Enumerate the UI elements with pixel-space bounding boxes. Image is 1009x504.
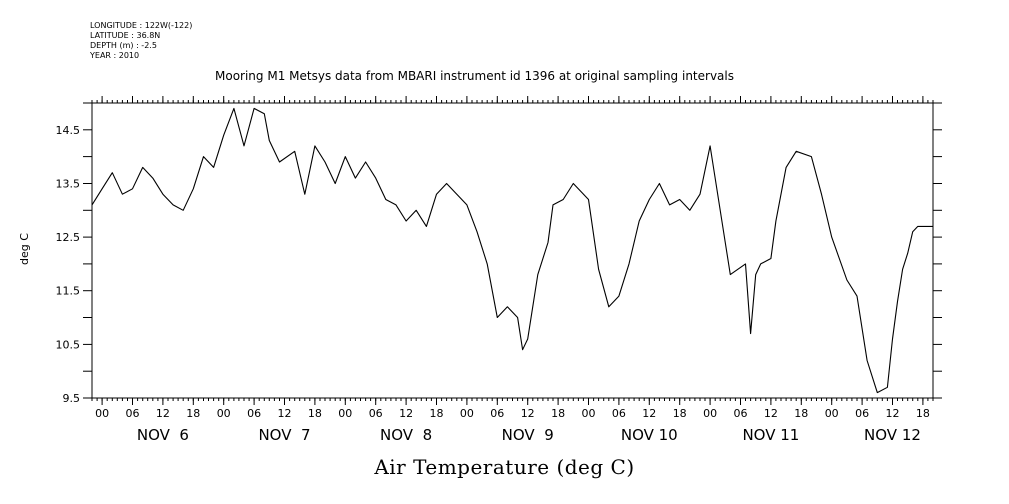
x-tick-label: 00 — [703, 407, 717, 420]
x-tick-label: 18 — [551, 407, 565, 420]
x-tick-label: 18 — [430, 407, 444, 420]
x-tick-label: 06 — [612, 407, 626, 420]
chart-title: Mooring M1 Metsys data from MBARI instru… — [215, 69, 734, 83]
x-tick-label: 00 — [338, 407, 352, 420]
longitude-text: LONGITUDE : 122W(-122) — [90, 21, 193, 30]
metadata-header: LONGITUDE : 122W(-122) LATITUDE : 36.8N … — [90, 21, 192, 61]
x-tick-label: 06 — [734, 407, 748, 420]
y-tick-label: 13.5 — [56, 178, 81, 191]
x-tick-label: 18 — [308, 407, 322, 420]
x-tick-label: 18 — [673, 407, 687, 420]
x-tick-label: 12 — [278, 407, 292, 420]
x-tick-label: 12 — [642, 407, 656, 420]
temperature-series-line — [91, 107, 933, 394]
x-tick-label: 00 — [460, 407, 474, 420]
x-tick-label: 00 — [825, 407, 839, 420]
x-tick-label: 06 — [247, 407, 261, 420]
x-tick-label: 00 — [217, 407, 231, 420]
x-tick-label: 12 — [886, 407, 900, 420]
x-tick-label: 06 — [369, 407, 383, 420]
day-label: NOV 12 — [864, 426, 921, 444]
day-label: NOV 8 — [380, 426, 432, 444]
day-label: NOV 9 — [502, 426, 554, 444]
y-tick-label: 12.5 — [56, 231, 81, 244]
x-tick-label: 12 — [521, 407, 535, 420]
x-tick-label: 18 — [794, 407, 808, 420]
x-tick-label: 18 — [916, 407, 930, 420]
x-tick-label: 06 — [490, 407, 504, 420]
y-tick-label: 11.5 — [56, 285, 81, 298]
day-label: NOV 10 — [621, 426, 678, 444]
latitude-text: LATITUDE : 36.8N — [90, 31, 161, 40]
y-axis-label: deg C — [18, 233, 31, 265]
day-label: NOV 11 — [742, 426, 799, 444]
x-tick-label: 12 — [764, 407, 778, 420]
y-tick-label: 10.5 — [56, 338, 81, 351]
y-tick-label: 14.5 — [56, 124, 81, 137]
depth-text: DEPTH (m) : -2.5 — [90, 41, 157, 50]
x-tick-label: 12 — [399, 407, 413, 420]
y-tick-label: 9.5 — [63, 392, 81, 405]
x-axis-label: Air Temperature (deg C) — [374, 455, 635, 479]
x-tick-label: 00 — [95, 407, 109, 420]
plot-frame — [91, 102, 934, 399]
day-label: NOV 7 — [258, 426, 310, 444]
x-tick-label: 00 — [582, 407, 596, 420]
year-text: YEAR : 2010 — [90, 51, 140, 60]
day-label: NOV 6 — [137, 426, 189, 444]
x-tick-label: 12 — [156, 407, 170, 420]
x-tick-label: 06 — [126, 407, 140, 420]
x-tick-label: 06 — [855, 407, 869, 420]
x-tick-label: 18 — [186, 407, 200, 420]
